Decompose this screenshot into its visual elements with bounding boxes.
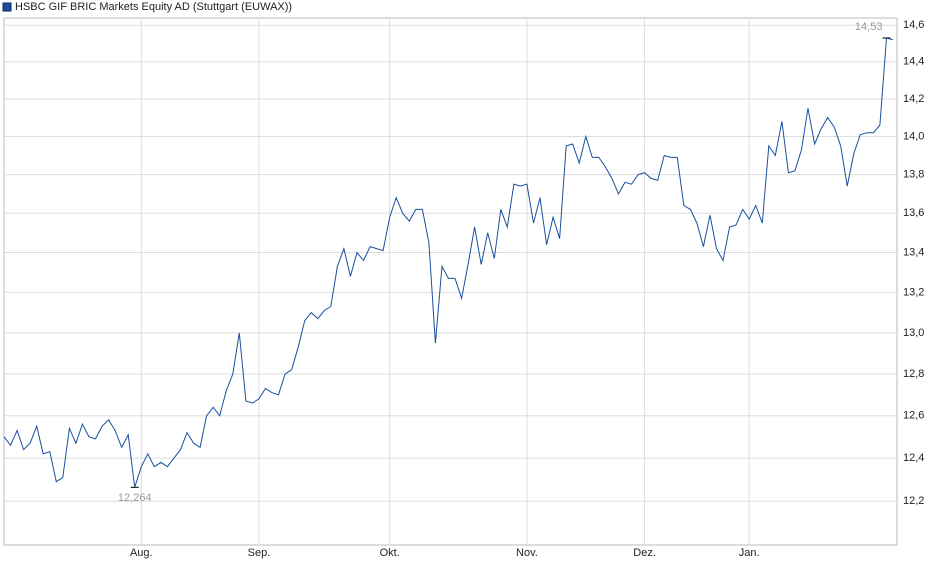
x-tick-label: Jan.: [739, 547, 760, 559]
line: [3, 37, 894, 488]
plot-frame: [3, 17, 898, 546]
y-tick-label: 13,8: [903, 169, 924, 181]
y-tick-label: 14,2: [903, 93, 924, 105]
y-tick-label: 13,4: [903, 246, 924, 258]
max-label: 14,53: [855, 21, 883, 33]
y-tick-label: 13,6: [903, 207, 924, 219]
y-tick-label: 12,8: [903, 368, 924, 380]
y-tick-label: 12,2: [903, 495, 924, 507]
y-tick-label: 13,0: [903, 327, 924, 339]
min-label: 12,264: [118, 492, 152, 504]
y-tick-label: 14,4: [903, 56, 924, 68]
y-tick-label: 12,6: [903, 410, 924, 422]
x-tick-label: Nov.: [516, 547, 538, 559]
x-tick-label: Aug.: [130, 547, 153, 559]
y-tick-label: 14,0: [903, 130, 924, 142]
x-tick-label: Dez.: [633, 547, 656, 559]
x-tick-label: Okt.: [380, 547, 400, 559]
y-tick-label: 12,4: [903, 452, 924, 464]
y-tick-label: 13,2: [903, 286, 924, 298]
y-tick-label: 14,6: [903, 19, 924, 31]
legend-swatch: [2, 2, 12, 12]
x-tick-label: Sep.: [248, 547, 271, 559]
legend-label: HSBC GIF BRIC Markets Equity AD (Stuttga…: [15, 1, 292, 13]
